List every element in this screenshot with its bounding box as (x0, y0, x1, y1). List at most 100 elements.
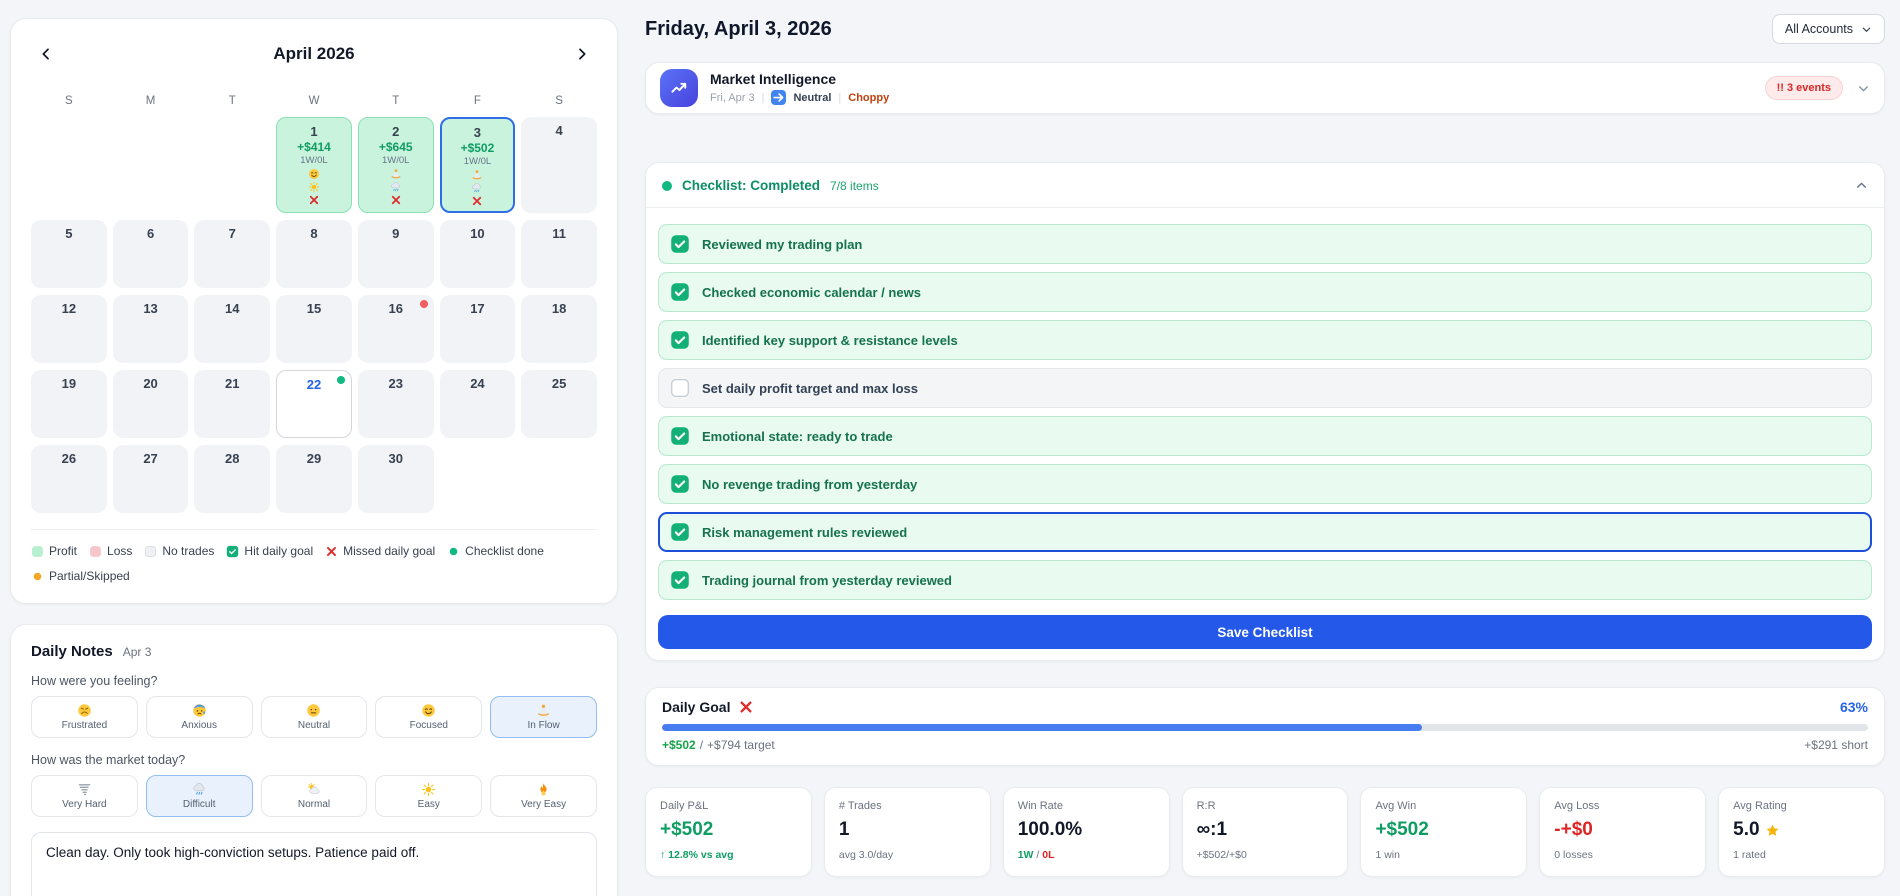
market-bias-label: Neutral (793, 91, 832, 104)
legend-item: Profit (31, 544, 77, 558)
day-number: 25 (551, 376, 567, 391)
checked-checkbox-icon[interactable] (670, 474, 690, 494)
market-option-difficult[interactable]: Difficult (145, 775, 253, 817)
calendar-day-21[interactable]: 21 (194, 370, 271, 438)
mood-option-in-flow[interactable]: In Flow (490, 696, 597, 738)
dot-green-icon (447, 545, 460, 558)
mood-option-frustrated[interactable]: Frustrated (31, 696, 138, 738)
market-option-very-easy[interactable]: Very Easy (490, 775, 597, 817)
mood-option-anxious[interactable]: Anxious (145, 696, 253, 738)
market-option-easy[interactable]: Easy (375, 775, 483, 817)
daily-goal-current: +$502 (662, 738, 696, 752)
checked-checkbox-icon[interactable] (670, 234, 690, 254)
account-selector[interactable]: All Accounts (1771, 14, 1885, 44)
green-dot-icon (662, 180, 672, 191)
legend-label: Missed daily goal (343, 544, 436, 558)
checklist-item-label: Trading journal from yesterday reviewed (702, 572, 952, 588)
daily-goal-footer: +$502 / +$794 target +$291 short (662, 738, 1868, 752)
stats-row: Daily P&L +$502 ↑ 12.8% vs avg # Trades 1 avg… (645, 787, 1886, 877)
chevron-up-icon[interactable] (1855, 179, 1868, 192)
daily-notes-textarea[interactable]: Clean day. Only took high-conviction set… (31, 832, 597, 896)
calendar-day-1[interactable]: 1 +$414 1W/0L (276, 117, 352, 213)
legend-label: No trades (162, 544, 215, 558)
day-number: 30 (388, 451, 403, 466)
next-month-button[interactable] (569, 41, 595, 67)
calendar-day-6[interactable]: 6 (112, 220, 189, 288)
chevron-down-icon[interactable] (1857, 82, 1870, 95)
checklist-status-label: Checklist: Completed (682, 178, 821, 193)
checklist-item[interactable]: Trading journal from yesterday reviewed (658, 560, 1872, 600)
legend-label: Checklist done (465, 544, 544, 558)
checklist-header[interactable]: Checklist: Completed 7/8 items (646, 163, 1884, 207)
checklist-item[interactable]: Set daily profit target and max loss (658, 368, 1872, 408)
calendar-day-18[interactable]: 18 (521, 295, 597, 363)
separator: / (699, 738, 704, 752)
calendar-day-5[interactable]: 5 (31, 220, 107, 288)
calendar-empty-cell (31, 117, 107, 213)
calendar-day-2[interactable]: 2 +$645 1W/0L (357, 117, 434, 213)
weekday-label: M (145, 95, 156, 107)
calendar-day-26[interactable]: 26 (31, 445, 107, 513)
calendar-day-22[interactable]: 22 (276, 370, 352, 438)
calendar-day-11[interactable]: 11 (521, 220, 597, 288)
calendar-day-8[interactable]: 8 (276, 220, 352, 288)
calendar-legend: Profit Loss No trades Hit daily goal Missed … (31, 544, 597, 583)
save-checklist-button[interactable]: Save Checklist (658, 615, 1872, 649)
mood-option-focused[interactable]: Focused (375, 696, 483, 738)
day-number: 2 (392, 124, 400, 139)
calendar-day-27[interactable]: 27 (112, 445, 189, 513)
checklist-item[interactable]: No revenge trading from yesterday (658, 464, 1872, 504)
x-red-icon (359, 194, 433, 207)
calendar-day-20[interactable]: 20 (112, 370, 189, 438)
day-number: 23 (388, 376, 403, 391)
calendar-day-14[interactable]: 14 (194, 295, 271, 363)
calendar-day-15[interactable]: 15 (276, 295, 352, 363)
calendar-day-23[interactable]: 23 (357, 370, 434, 438)
day-number: 17 (470, 301, 485, 316)
checked-checkbox-icon[interactable] (670, 426, 690, 446)
mood-options-row: Frustrated Anxious Neutral Focused In Flow (31, 696, 597, 738)
calendar-day-16[interactable]: 16 (357, 295, 434, 363)
calendar-day-12[interactable]: 12 (31, 295, 107, 363)
calendar-day-4[interactable]: 4 (521, 117, 597, 213)
stat-value: 100.0% (1017, 819, 1083, 840)
daily-goal-label: Daily Goal (662, 699, 731, 715)
day-number: 26 (61, 451, 77, 466)
daily-notes-title: Daily Notes (31, 643, 113, 660)
stat-sub: 1 rated (1733, 849, 1766, 861)
calendar-day-9[interactable]: 9 (357, 220, 434, 288)
calendar-day-13[interactable]: 13 (112, 295, 189, 363)
stat-sub: +$502/+$0 (1196, 849, 1247, 861)
checklist-item[interactable]: Reviewed my trading plan (658, 224, 1872, 264)
calendar-day-30[interactable]: 30 (357, 445, 434, 513)
unchecked-checkbox-icon[interactable] (670, 378, 690, 398)
calendar-day-3[interactable]: 3 +$502 1W/0L (439, 117, 516, 213)
day-number: 10 (470, 226, 485, 241)
checklist-item[interactable]: Checked economic calendar / news (658, 272, 1872, 312)
mood-option-neutral[interactable]: Neutral (260, 696, 368, 738)
calendar-day-19[interactable]: 19 (31, 370, 107, 438)
market-option-normal[interactable]: Normal (260, 775, 368, 817)
weekday-label: T (228, 95, 236, 107)
calendar-day-7[interactable]: 7 (194, 220, 271, 288)
stat-sub: 1W / 0L (1017, 849, 1055, 861)
calendar-day-24[interactable]: 24 (439, 370, 516, 438)
calendar-day-10[interactable]: 10 (439, 220, 516, 288)
stat-sub: 1 win (1375, 849, 1400, 861)
calendar-day-29[interactable]: 29 (276, 445, 352, 513)
stat-card: Avg Win +$502 1 win (1360, 787, 1528, 877)
checked-checkbox-icon[interactable] (670, 330, 690, 350)
checklist-item[interactable]: Identified key support & resistance leve… (658, 320, 1872, 360)
calendar-day-25[interactable]: 25 (521, 370, 597, 438)
calendar-day-28[interactable]: 28 (194, 445, 271, 513)
calendar-day-17[interactable]: 17 (439, 295, 516, 363)
prev-month-button[interactable] (33, 41, 59, 67)
checklist-item[interactable]: Risk management rules reviewed (658, 512, 1872, 552)
checked-checkbox-icon[interactable] (670, 570, 690, 590)
checked-checkbox-icon[interactable] (670, 522, 690, 542)
checked-checkbox-icon[interactable] (670, 282, 690, 302)
checklist-item[interactable]: Emotional state: ready to trade (658, 416, 1872, 456)
daily-goal-short: +$291 short (1804, 738, 1868, 752)
separator: | (761, 91, 765, 104)
market-option-very-hard[interactable]: Very Hard (31, 775, 138, 817)
